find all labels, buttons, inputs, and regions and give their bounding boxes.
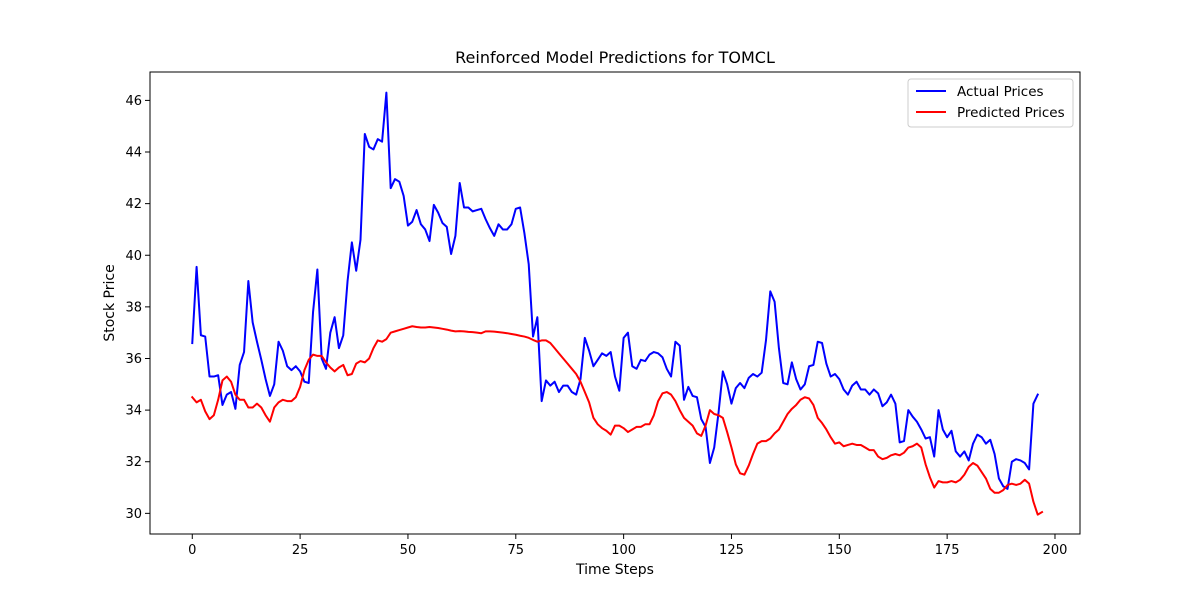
series-layer [190,91,1044,516]
plot-frame [149,71,1081,535]
y-tick-label: 38 [125,300,142,315]
chart-title: Reinforced Model Predictions for TOMCL [455,48,775,67]
y-tick-label: 42 [125,197,142,212]
y-tick-label: 32 [125,455,142,470]
y-axis-title: Stock Price [102,264,118,341]
y-tick-label: 34 [125,404,142,419]
x-axis-title: Time Steps [575,562,654,578]
x-tick-label: 200 [1043,543,1068,558]
x-tick-label: 50 [400,543,417,558]
y-tick-label: 36 [125,352,142,367]
x-tick-label: 25 [292,543,309,558]
series-line-actual-prices [191,91,1040,490]
x-tick-label: 175 [935,543,960,558]
legend-label-predicted-prices: Predicted Prices [957,105,1065,121]
y-tick-label: 46 [125,94,142,109]
x-tick-label: 75 [508,543,525,558]
x-tick-label: 150 [827,543,852,558]
x-tick-label: 125 [719,543,744,558]
y-tick-label: 40 [125,249,142,264]
x-axis: 0 25 50 75 100 125 150 175 200 [188,534,1067,558]
series-line-predicted-prices [190,325,1044,516]
x-tick-label: 0 [188,543,196,558]
legend-label-actual-prices: Actual Prices [957,84,1044,100]
y-axis: 30 32 34 36 38 40 42 44 46 [125,94,150,522]
legend: Actual Prices Predicted Prices [907,78,1074,128]
y-tick-label: 30 [125,507,142,522]
legend-box [907,78,1074,128]
y-tick-label: 44 [125,146,142,161]
x-tick-label: 100 [611,543,636,558]
